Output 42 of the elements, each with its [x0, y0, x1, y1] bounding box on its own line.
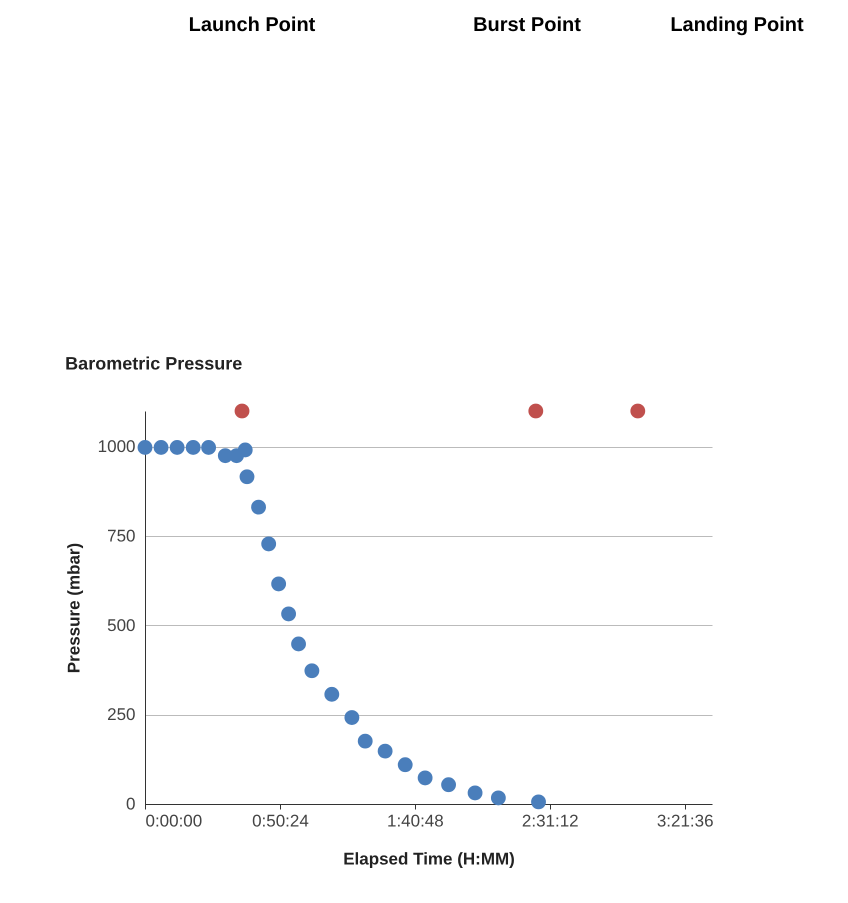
point	[251, 500, 266, 515]
x-tick-label: 2:31:12	[522, 812, 579, 830]
point	[358, 734, 373, 749]
text: Burst Point	[473, 14, 582, 36]
point	[281, 606, 296, 622]
point	[138, 440, 152, 455]
text: Launch Point	[188, 14, 316, 36]
x-tick-label: 3:21:36	[656, 812, 714, 830]
chart-title: Barometric Pressure	[65, 354, 242, 374]
point	[201, 440, 216, 455]
point	[344, 710, 360, 725]
y-tick-label: 500	[107, 616, 136, 635]
point	[418, 770, 433, 786]
y-tick-label: 750	[107, 526, 136, 546]
point	[240, 469, 254, 484]
point	[234, 404, 250, 418]
point	[238, 442, 253, 458]
x-tick-label: 0:50:24	[252, 812, 309, 830]
point	[441, 777, 456, 792]
y-tick-label: 0	[126, 794, 136, 814]
point	[398, 757, 413, 772]
point	[304, 663, 320, 678]
point	[261, 536, 276, 552]
point	[291, 636, 306, 652]
x-tick-label: 0:00:00	[146, 812, 202, 830]
point	[170, 440, 185, 455]
point	[528, 404, 544, 418]
y-axis-title: Pressure (mbar)	[64, 542, 84, 674]
y-tick-label: 250	[107, 705, 136, 724]
point	[154, 440, 168, 455]
point	[531, 794, 546, 810]
point	[186, 440, 201, 455]
point	[271, 576, 286, 592]
x-tick-label: 1:40:48	[386, 812, 444, 830]
x-axis-title: Elapsed Time (H:MM)	[343, 850, 515, 868]
y-tick-label: 1000	[98, 437, 136, 456]
text: Landing Point	[670, 14, 804, 36]
point	[630, 404, 646, 418]
point	[378, 744, 393, 759]
point	[324, 686, 340, 702]
point	[490, 790, 506, 806]
point	[468, 786, 482, 800]
